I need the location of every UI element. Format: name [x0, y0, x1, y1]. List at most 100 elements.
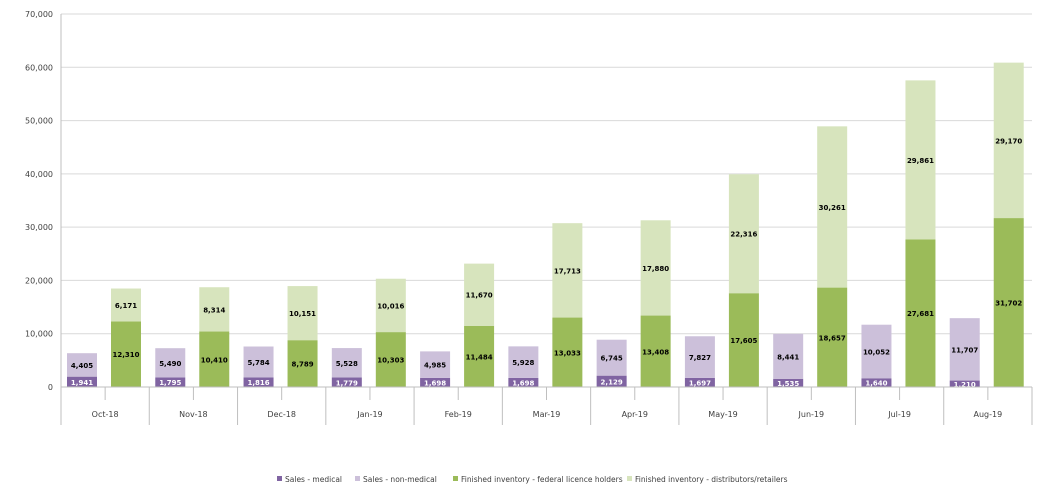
y-tick-label: 20,000	[25, 276, 53, 285]
data-label: 17,713	[554, 267, 581, 275]
data-label: 5,784	[247, 359, 269, 367]
data-label: 10,016	[377, 302, 404, 310]
data-label: 8,789	[291, 361, 313, 369]
data-label: 1,698	[424, 379, 446, 387]
data-label: 31,702	[995, 300, 1022, 308]
bar-sales-segment	[949, 318, 980, 381]
data-label: 17,880	[642, 265, 669, 273]
legend-label: Finished inventory - distributors/retail…	[635, 475, 788, 484]
data-label: 4,985	[424, 362, 446, 370]
bar-sales-segment	[331, 377, 362, 387]
data-label: 18,657	[819, 334, 846, 342]
data-label: 8,441	[777, 353, 799, 361]
x-tick-label: Apr-19	[622, 410, 648, 419]
bar-sales-segment	[508, 346, 539, 378]
data-label: 1,697	[689, 379, 711, 387]
x-tick-label: May-19	[708, 410, 737, 419]
x-tick-label: Jan-19	[356, 410, 382, 419]
data-label: 1,535	[777, 380, 799, 388]
bar-inventory-segment	[905, 80, 936, 240]
bar-sales-segment	[67, 376, 97, 387]
bar-inventory-segment	[640, 220, 671, 316]
bar-inventory-segment	[111, 321, 141, 387]
y-tick-label: 60,000	[25, 63, 53, 72]
bar-inventory-segment	[817, 287, 848, 387]
y-axis: 0 10,000 20,000 30,000 40,000 50,000 60,000 70,…	[25, 10, 62, 392]
data-label: 13,033	[554, 349, 581, 357]
data-label: 30,261	[819, 204, 846, 212]
bar-sales-segment	[861, 324, 892, 379]
bar-inventory-segment	[287, 340, 318, 387]
y-tick-label: 30,000	[25, 223, 53, 232]
x-tick-label: Mar-19	[533, 410, 561, 419]
bar-inventory-segment	[993, 62, 1024, 219]
bar-sales-segment	[508, 377, 539, 387]
bar-sales-segment	[861, 378, 892, 387]
data-label: 10,410	[201, 356, 228, 364]
bar-sales-segment	[684, 336, 715, 378]
bar-inventory-segment	[552, 317, 583, 387]
gridlines	[61, 13, 1032, 335]
bar-sales-segment	[773, 333, 804, 379]
bar-inventory-segment	[728, 293, 759, 387]
bar-inventory-segment	[464, 325, 495, 387]
data-label: 29,170	[995, 137, 1022, 145]
data-label: 6,171	[115, 302, 137, 310]
bar-inventory-segment	[640, 315, 671, 387]
bar-sales-segment	[155, 377, 186, 387]
bar-sales-segment	[420, 377, 451, 387]
data-label: 6,745	[601, 355, 623, 363]
legend-swatch	[355, 476, 360, 481]
y-tick-label: 0	[48, 383, 53, 392]
data-label: 7,827	[689, 354, 711, 362]
x-tick-label: Oct-18	[92, 410, 119, 419]
bar-sales-segment	[773, 378, 804, 387]
x-tick-label: Aug-19	[974, 410, 1003, 419]
bar-inventory-segment	[375, 278, 406, 333]
data-label: 1,941	[71, 379, 93, 387]
data-label: 1,210	[954, 381, 976, 389]
bar-inventory-segment	[287, 286, 318, 341]
data-label: 1,779	[336, 379, 358, 387]
data-label: 27,681	[907, 310, 934, 318]
data-label: 1,640	[865, 380, 887, 388]
x-tick-label: Jun-19	[798, 410, 825, 419]
bar-inventory-segment	[817, 126, 848, 288]
bar-sales-segment	[596, 375, 627, 387]
bar-inventory-segment	[375, 332, 406, 387]
legend-swatch	[277, 476, 282, 481]
data-label: 10,052	[863, 348, 890, 356]
legend: Sales - medical Sales - non-medical Finish…	[277, 475, 788, 484]
x-tick-label: Feb-19	[445, 410, 472, 419]
data-label: 1,816	[247, 379, 269, 387]
data-label: 29,861	[907, 157, 934, 165]
data-label: 1,795	[159, 379, 181, 387]
bar-inventory-segment	[728, 174, 759, 294]
data-label: 8,314	[203, 306, 225, 314]
data-label: 10,303	[377, 357, 404, 365]
data-label: 11,707	[951, 346, 978, 354]
data-label: 11,484	[466, 353, 493, 361]
bar-sales-segment	[243, 377, 274, 387]
bar-sales-segment	[67, 353, 97, 377]
bar-sales-segment	[331, 348, 362, 378]
data-label: 1,698	[512, 379, 534, 387]
legend-label: Sales - medical	[285, 475, 342, 484]
data-label: 13,408	[642, 348, 669, 356]
data-label: 5,528	[336, 360, 358, 368]
bar-sales-segment	[684, 377, 715, 387]
y-tick-label: 10,000	[25, 330, 53, 339]
y-tick-label: 40,000	[25, 170, 53, 179]
data-label: 2,129	[601, 378, 623, 386]
data-label: 10,151	[289, 310, 316, 318]
data-label: 12,310	[112, 351, 139, 359]
bar-inventory-segment	[905, 239, 936, 387]
bars: 1,941 4,405 12,310 6,171 1,795 5,490 10,410 8,3…	[67, 62, 1024, 389]
bar-inventory-segment	[111, 288, 141, 322]
y-tick-label: 50,000	[25, 117, 53, 126]
data-label: 4,405	[71, 362, 93, 370]
x-tick-label: Dec-18	[267, 410, 296, 419]
bar-sales-segment	[155, 348, 186, 378]
x-tick-label: Nov-18	[179, 410, 207, 419]
